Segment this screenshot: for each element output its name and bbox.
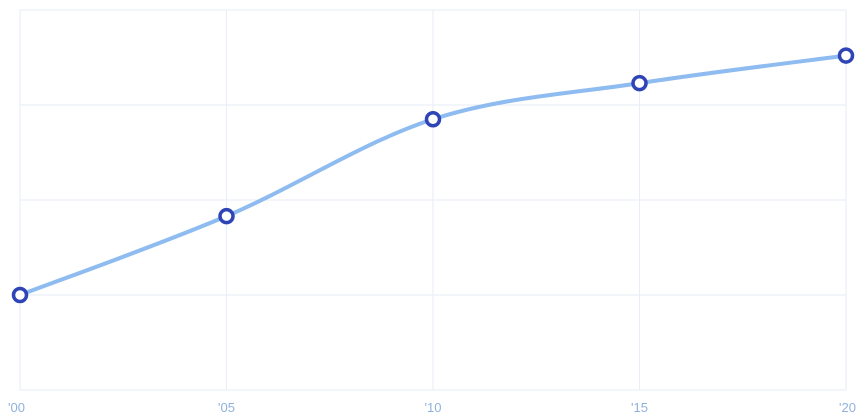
x-tick-label: '05 [218, 400, 235, 415]
x-axis-ticks: '00 '05 '10 '15 '20 [8, 400, 856, 415]
data-point-3 [631, 74, 648, 92]
x-tick-label: '15 [631, 400, 648, 415]
x-tick-label: '20 [839, 400, 856, 415]
x-tick-label: '00 [8, 400, 25, 415]
points-layer [11, 47, 855, 304]
data-point-2 [424, 111, 442, 128]
grid-layer [19, 9, 847, 391]
data-point-0 [11, 286, 29, 304]
x-tick-label: '10 [425, 400, 442, 415]
data-point-4 [837, 47, 855, 64]
data-point-1 [218, 207, 235, 225]
